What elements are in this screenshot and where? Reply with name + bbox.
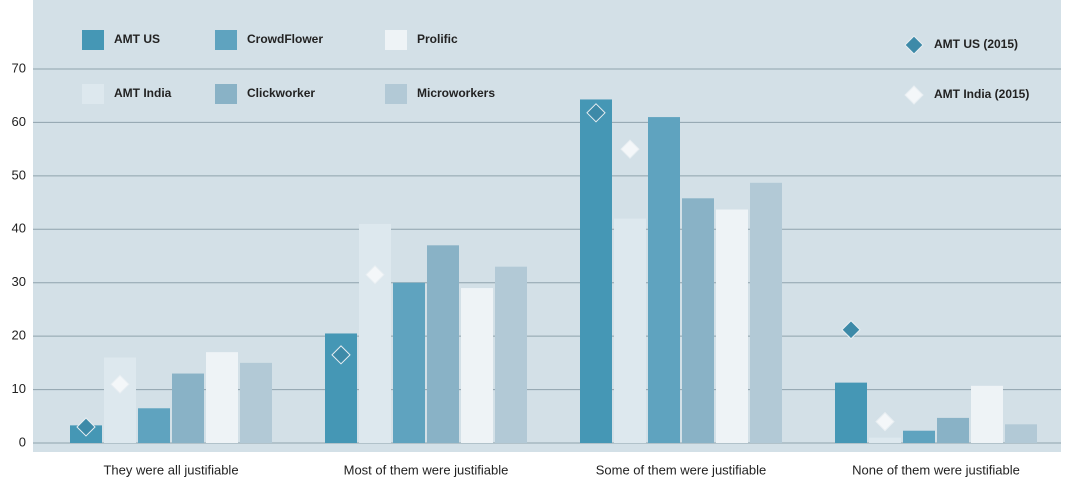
- bar: [206, 352, 238, 443]
- legend-swatch: [215, 30, 237, 50]
- bar: [580, 99, 612, 443]
- legend-swatch: [385, 30, 407, 50]
- plot-background: [33, 0, 1061, 452]
- y-tick-label: 70: [12, 60, 26, 75]
- y-tick-label: 20: [12, 328, 26, 343]
- diamond-marker: [875, 411, 895, 432]
- legend-label: Prolific: [417, 32, 458, 46]
- diamond-marker: [365, 264, 385, 285]
- y-tick-label: 50: [12, 167, 26, 182]
- legend-label: Clickworker: [247, 86, 315, 100]
- bar: [869, 437, 901, 443]
- bar: [937, 417, 969, 443]
- x-tick-label: Most of them were justifiable: [344, 462, 509, 477]
- legend-swatch: [82, 30, 104, 50]
- bar: [461, 288, 493, 443]
- bar: [104, 357, 136, 443]
- bar: [682, 198, 714, 443]
- x-tick-label: Some of them were justifiable: [596, 462, 767, 477]
- legend-diamond: [904, 35, 924, 55]
- legend-swatch: [82, 84, 104, 104]
- bar: [648, 117, 680, 443]
- y-tick-label: 0: [19, 434, 26, 449]
- y-tick-label: 10: [12, 381, 26, 396]
- diamond-marker: [76, 417, 96, 437]
- bar: [971, 385, 1003, 443]
- bar: [427, 245, 459, 443]
- legend-swatch: [385, 84, 407, 104]
- legend-label: AMT US: [114, 32, 160, 46]
- x-tick-label: They were all justifiable: [103, 462, 238, 477]
- bar: [138, 408, 170, 443]
- diamond-marker: [110, 374, 130, 394]
- legend-label: Microworkers: [417, 86, 495, 100]
- x-tick-label: None of them were justifiable: [852, 462, 1020, 477]
- y-tick-label: 30: [12, 274, 26, 289]
- bar: [835, 382, 867, 443]
- bar: [903, 430, 935, 443]
- diamond-marker: [331, 345, 351, 365]
- diamond-marker: [586, 103, 606, 123]
- legend-label: AMT India (2015): [934, 87, 1029, 101]
- diamond-marker: [841, 320, 861, 340]
- diamond-marker: [620, 139, 640, 159]
- bar: [359, 223, 391, 443]
- bar: [614, 218, 646, 443]
- bar: [716, 209, 748, 443]
- y-tick-label: 40: [12, 221, 26, 236]
- legend-label: CrowdFlower: [247, 32, 323, 46]
- legend-label: AMT India: [114, 86, 172, 100]
- bar: [240, 362, 272, 443]
- bar: [495, 266, 527, 443]
- bar: [393, 282, 425, 443]
- legend-swatch: [215, 84, 237, 104]
- legend-diamond: [904, 85, 924, 105]
- bar: [1005, 424, 1037, 443]
- legend-label: AMT US (2015): [934, 37, 1018, 51]
- bar: [750, 182, 782, 443]
- y-tick-label: 60: [12, 114, 26, 129]
- bar: [172, 373, 204, 443]
